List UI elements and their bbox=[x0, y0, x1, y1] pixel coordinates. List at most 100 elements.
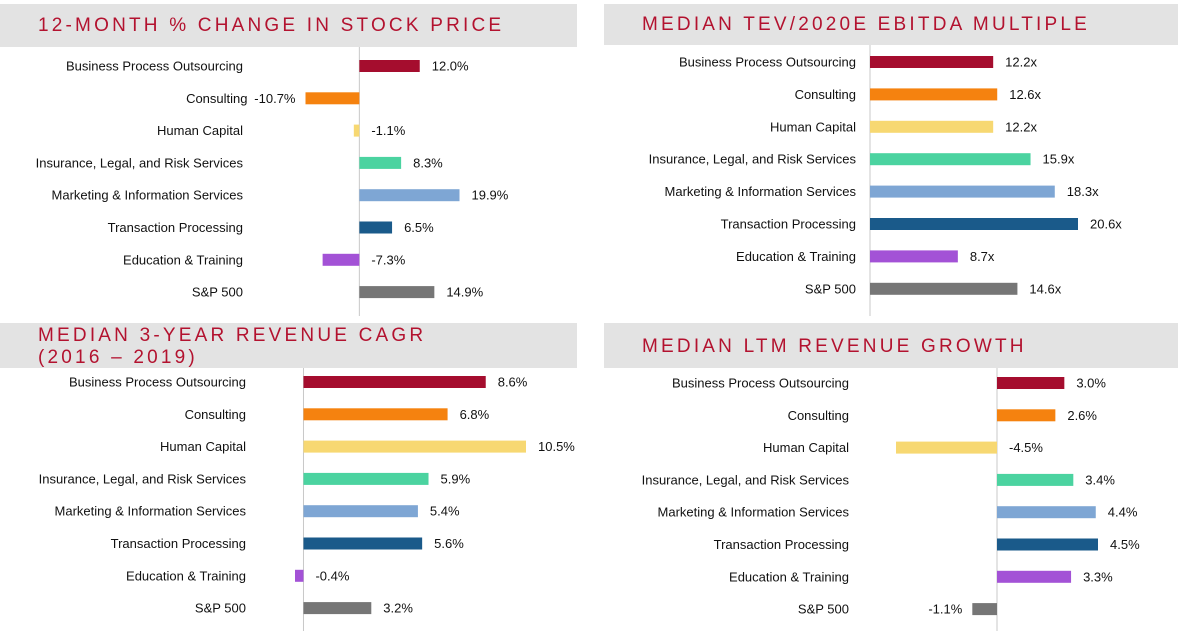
data-label: 5.4% bbox=[430, 504, 460, 519]
panel-ebitda-multiple: MEDIAN TEV/2020E EBITDA MULTIPLE Busines… bbox=[604, 4, 1178, 316]
bar bbox=[303, 376, 486, 388]
data-label: -7.3% bbox=[371, 252, 405, 267]
data-label: -4.5% bbox=[1009, 440, 1043, 455]
category-label: Human Capital bbox=[770, 119, 856, 134]
category-label: S&P 500 bbox=[805, 281, 856, 296]
bar bbox=[870, 120, 994, 133]
data-label: 10.5% bbox=[538, 439, 575, 454]
bar-chart: Business Process Outsourcing 8.6% Consulti… bbox=[39, 368, 575, 631]
category-label: Human Capital bbox=[763, 440, 849, 455]
bar bbox=[870, 153, 1031, 166]
category-label: Consulting bbox=[788, 408, 849, 423]
panel-revenue-cagr: MEDIAN 3-YEAR REVENUE CAGR (2016 – 2019)… bbox=[0, 323, 577, 631]
category-label: Business Process Outsourcing bbox=[69, 375, 246, 390]
bar bbox=[870, 282, 1018, 295]
category-label: Marketing & Information Services bbox=[665, 184, 857, 199]
data-label: 12.2x bbox=[1005, 119, 1037, 134]
data-label: 19.9% bbox=[471, 188, 508, 203]
data-label: -1.1% bbox=[928, 602, 962, 617]
data-label: 18.3x bbox=[1067, 184, 1099, 199]
data-label: 5.9% bbox=[441, 471, 471, 486]
category-label: Consulting bbox=[186, 91, 247, 106]
category-label: Human Capital bbox=[157, 123, 243, 138]
data-label: 3.3% bbox=[1083, 569, 1113, 584]
category-label: Consulting bbox=[795, 87, 856, 102]
category-label: Consulting bbox=[185, 407, 246, 422]
data-label: 3.2% bbox=[383, 601, 413, 616]
data-label: 8.3% bbox=[413, 155, 443, 170]
panel-header: MEDIAN LTM REVENUE GROWTH bbox=[604, 323, 1178, 368]
data-label: 6.5% bbox=[404, 220, 434, 235]
category-label: Transaction Processing bbox=[721, 217, 856, 232]
data-label: 8.6% bbox=[498, 375, 528, 390]
bar bbox=[303, 440, 526, 453]
panel-ltm-revenue-growth: MEDIAN LTM REVENUE GROWTH Business Proce… bbox=[604, 323, 1178, 631]
category-label: Education & Training bbox=[123, 252, 243, 267]
bar bbox=[303, 472, 429, 485]
panel-stock-price-change: 12-MONTH % CHANGE IN STOCK PRICE Busines… bbox=[0, 4, 577, 316]
data-label: 14.9% bbox=[446, 285, 483, 300]
category-label: S&P 500 bbox=[192, 285, 243, 300]
category-label: Human Capital bbox=[160, 439, 246, 454]
bar bbox=[359, 286, 435, 299]
bar bbox=[295, 569, 304, 582]
bar bbox=[997, 377, 1065, 389]
bar bbox=[870, 88, 998, 101]
bar bbox=[870, 185, 1055, 198]
data-label: -10.7% bbox=[254, 91, 296, 106]
data-label: 3.0% bbox=[1076, 376, 1106, 391]
chart-title: MEDIAN TEV/2020E EBITDA MULTIPLE bbox=[642, 14, 1091, 35]
bar bbox=[322, 253, 360, 266]
data-label: 14.6x bbox=[1029, 281, 1061, 296]
category-label: Insurance, Legal, and Risk Services bbox=[36, 155, 244, 170]
bar bbox=[870, 218, 1078, 230]
bar bbox=[305, 92, 360, 105]
category-label: Education & Training bbox=[736, 249, 856, 264]
category-label: Insurance, Legal, and Risk Services bbox=[642, 472, 850, 487]
bar bbox=[997, 570, 1072, 583]
data-label: 8.7x bbox=[970, 249, 995, 264]
bar bbox=[997, 506, 1096, 519]
bar bbox=[353, 124, 360, 137]
panel-header: MEDIAN TEV/2020E EBITDA MULTIPLE bbox=[604, 4, 1178, 45]
bar bbox=[359, 60, 420, 72]
category-label: S&P 500 bbox=[798, 602, 849, 617]
category-label: Business Process Outsourcing bbox=[66, 59, 243, 74]
bar bbox=[870, 56, 994, 68]
chart-title: MEDIAN LTM REVENUE GROWTH bbox=[642, 336, 1027, 357]
category-label: Marketing & Information Services bbox=[658, 505, 850, 520]
data-label: 12.0% bbox=[432, 59, 469, 74]
data-label: 3.4% bbox=[1085, 472, 1115, 487]
bar bbox=[997, 473, 1074, 486]
bar bbox=[870, 250, 958, 263]
bar bbox=[972, 603, 997, 616]
category-label: Transaction Processing bbox=[108, 220, 243, 235]
chart-title: 12-MONTH % CHANGE IN STOCK PRICE bbox=[38, 15, 505, 36]
data-label: 15.9x bbox=[1043, 152, 1075, 167]
category-label: Transaction Processing bbox=[111, 536, 246, 551]
category-label: S&P 500 bbox=[195, 601, 246, 616]
data-label: 4.4% bbox=[1108, 505, 1138, 520]
data-label: 5.6% bbox=[434, 536, 464, 551]
bar bbox=[303, 408, 448, 421]
data-label: 4.5% bbox=[1110, 537, 1140, 552]
category-label: Business Process Outsourcing bbox=[672, 376, 849, 391]
category-label: Marketing & Information Services bbox=[52, 188, 244, 203]
chart-title: MEDIAN 3-YEAR REVENUE CAGR (2016 – 2019) bbox=[38, 325, 427, 368]
bar bbox=[359, 189, 460, 202]
bar bbox=[359, 221, 393, 234]
data-label: 2.6% bbox=[1067, 408, 1097, 423]
category-label: Education & Training bbox=[126, 568, 246, 583]
category-label: Insurance, Legal, and Risk Services bbox=[39, 471, 247, 486]
bar bbox=[997, 538, 1098, 551]
bar-chart: Business Process Outsourcing 12.0% Consult… bbox=[36, 47, 509, 316]
data-label: 12.6x bbox=[1009, 87, 1041, 102]
category-label: Business Process Outsourcing bbox=[679, 55, 856, 70]
category-label: Transaction Processing bbox=[714, 537, 849, 552]
bar bbox=[303, 537, 423, 550]
data-label: -0.4% bbox=[315, 568, 349, 583]
bar-chart: Business Process Outsourcing 3.0% Consulti… bbox=[642, 368, 1140, 631]
panel-header: 12-MONTH % CHANGE IN STOCK PRICE bbox=[0, 4, 577, 47]
category-label: Insurance, Legal, and Risk Services bbox=[649, 152, 857, 167]
bar bbox=[303, 505, 418, 518]
